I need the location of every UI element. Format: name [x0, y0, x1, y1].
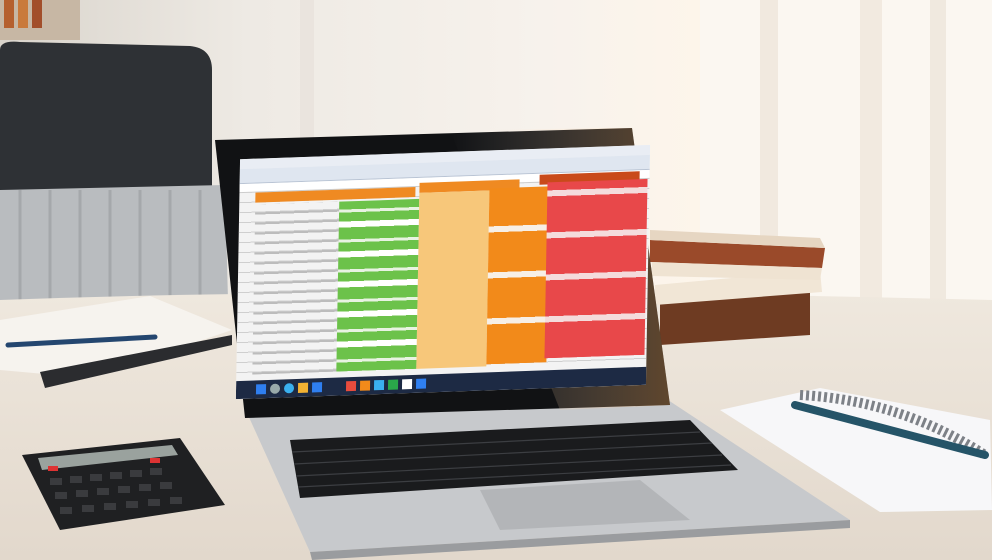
notepad-left [0, 296, 232, 388]
app-icon[interactable] [345, 380, 357, 392]
row-labels [252, 201, 340, 375]
app-icon[interactable] [255, 384, 267, 395]
column-light-orange [416, 190, 490, 369]
spiral-notebook [720, 388, 992, 512]
app-icon[interactable] [401, 378, 413, 390]
column-green [336, 198, 420, 372]
spreadsheet-grid [236, 171, 650, 384]
app-icon[interactable] [311, 382, 323, 393]
pencil-icon [5, 334, 158, 348]
app-icon[interactable] [373, 379, 385, 391]
column-red [544, 178, 648, 359]
app-icon[interactable] [415, 378, 427, 389]
laptop-screen [235, 144, 651, 400]
keyboard [290, 420, 738, 498]
app-icon[interactable] [359, 380, 371, 391]
pen-icon [791, 401, 989, 459]
shelf [0, 0, 80, 40]
column-orange [486, 186, 550, 365]
app-icon[interactable] [387, 379, 399, 390]
app-icon[interactable] [297, 382, 309, 393]
app-icon[interactable] [269, 383, 281, 394]
app-icon[interactable] [283, 383, 295, 394]
chair [0, 41, 228, 305]
trackpad [480, 480, 690, 530]
calculator [22, 438, 225, 530]
books [650, 230, 825, 345]
